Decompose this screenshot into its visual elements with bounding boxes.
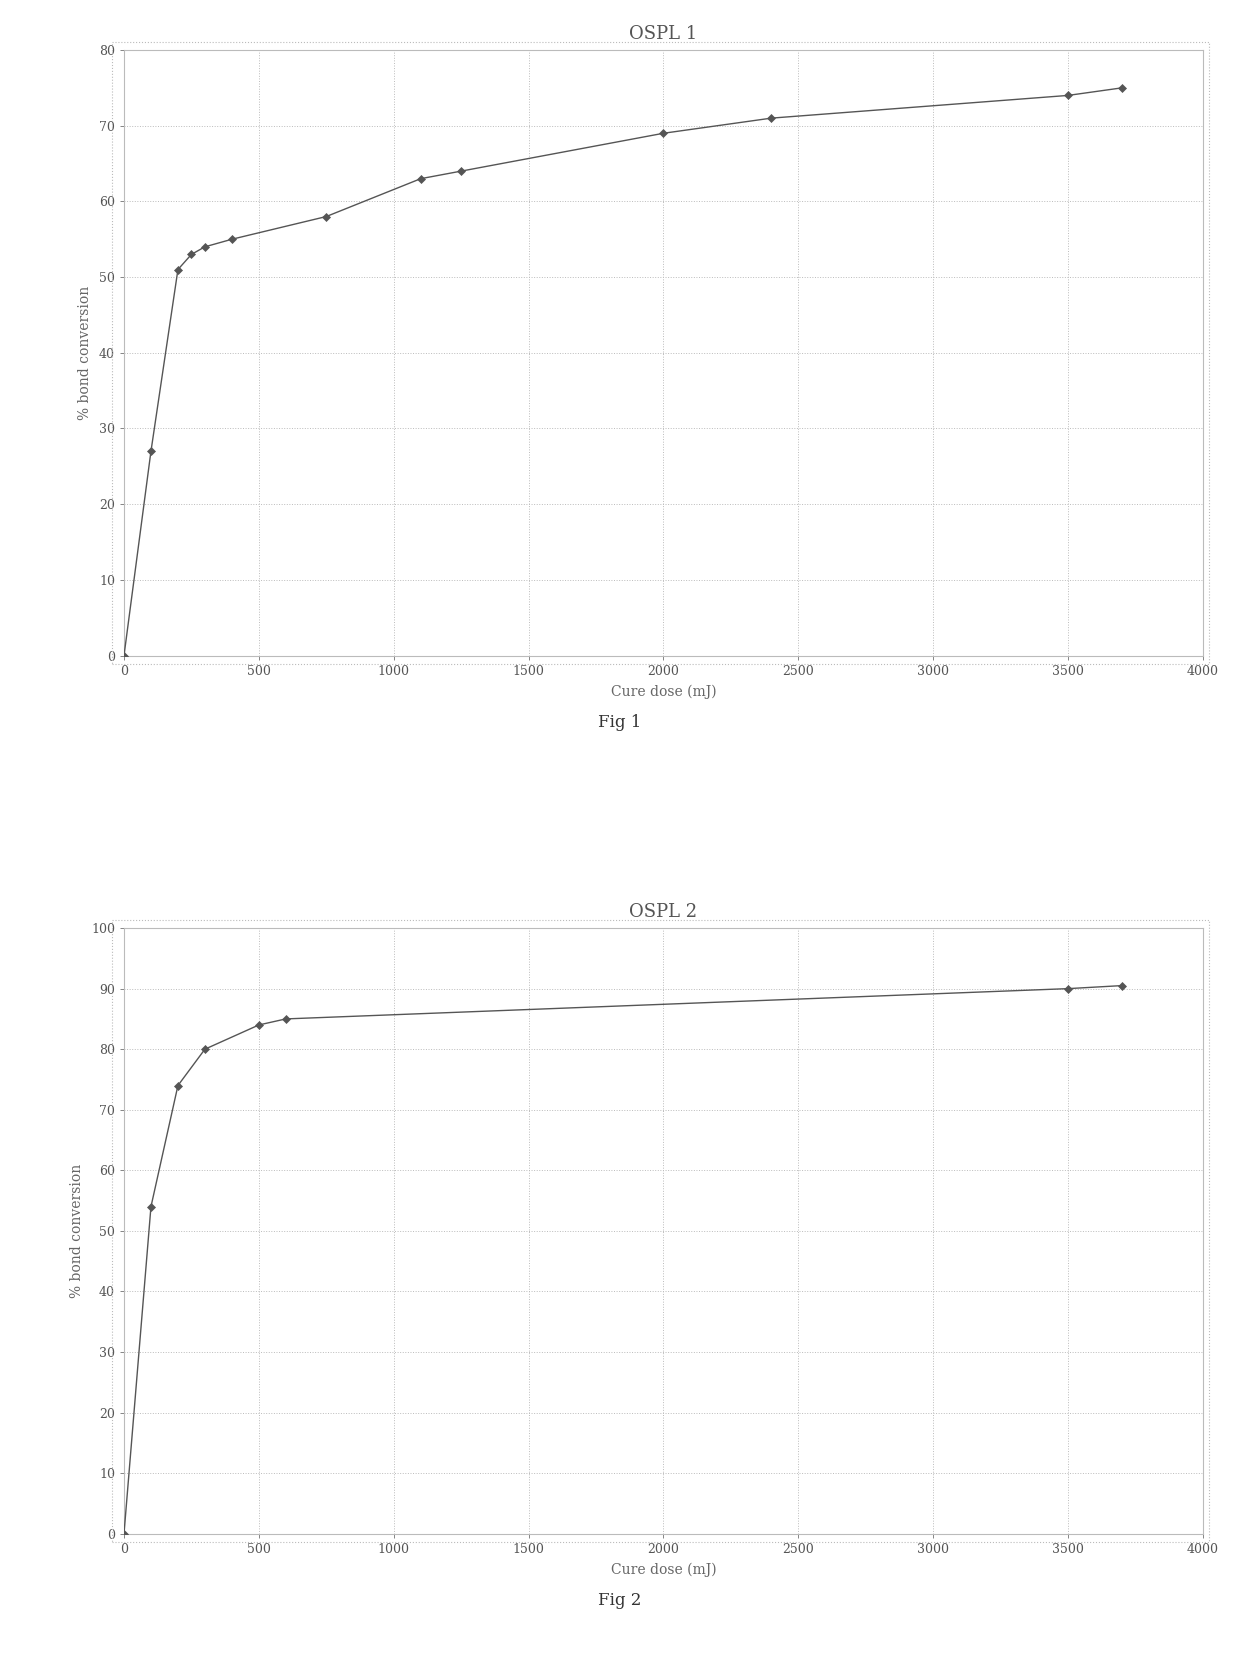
X-axis label: Cure dose (mJ): Cure dose (mJ) <box>610 685 717 698</box>
Y-axis label: % bond conversion: % bond conversion <box>69 1164 84 1299</box>
Title: OSPL 2: OSPL 2 <box>630 904 697 920</box>
X-axis label: Cure dose (mJ): Cure dose (mJ) <box>610 1562 717 1577</box>
Text: Fig 1: Fig 1 <box>599 713 641 730</box>
Y-axis label: % bond conversion: % bond conversion <box>78 285 92 420</box>
Text: Fig 2: Fig 2 <box>599 1592 641 1609</box>
Title: OSPL 1: OSPL 1 <box>629 25 698 43</box>
